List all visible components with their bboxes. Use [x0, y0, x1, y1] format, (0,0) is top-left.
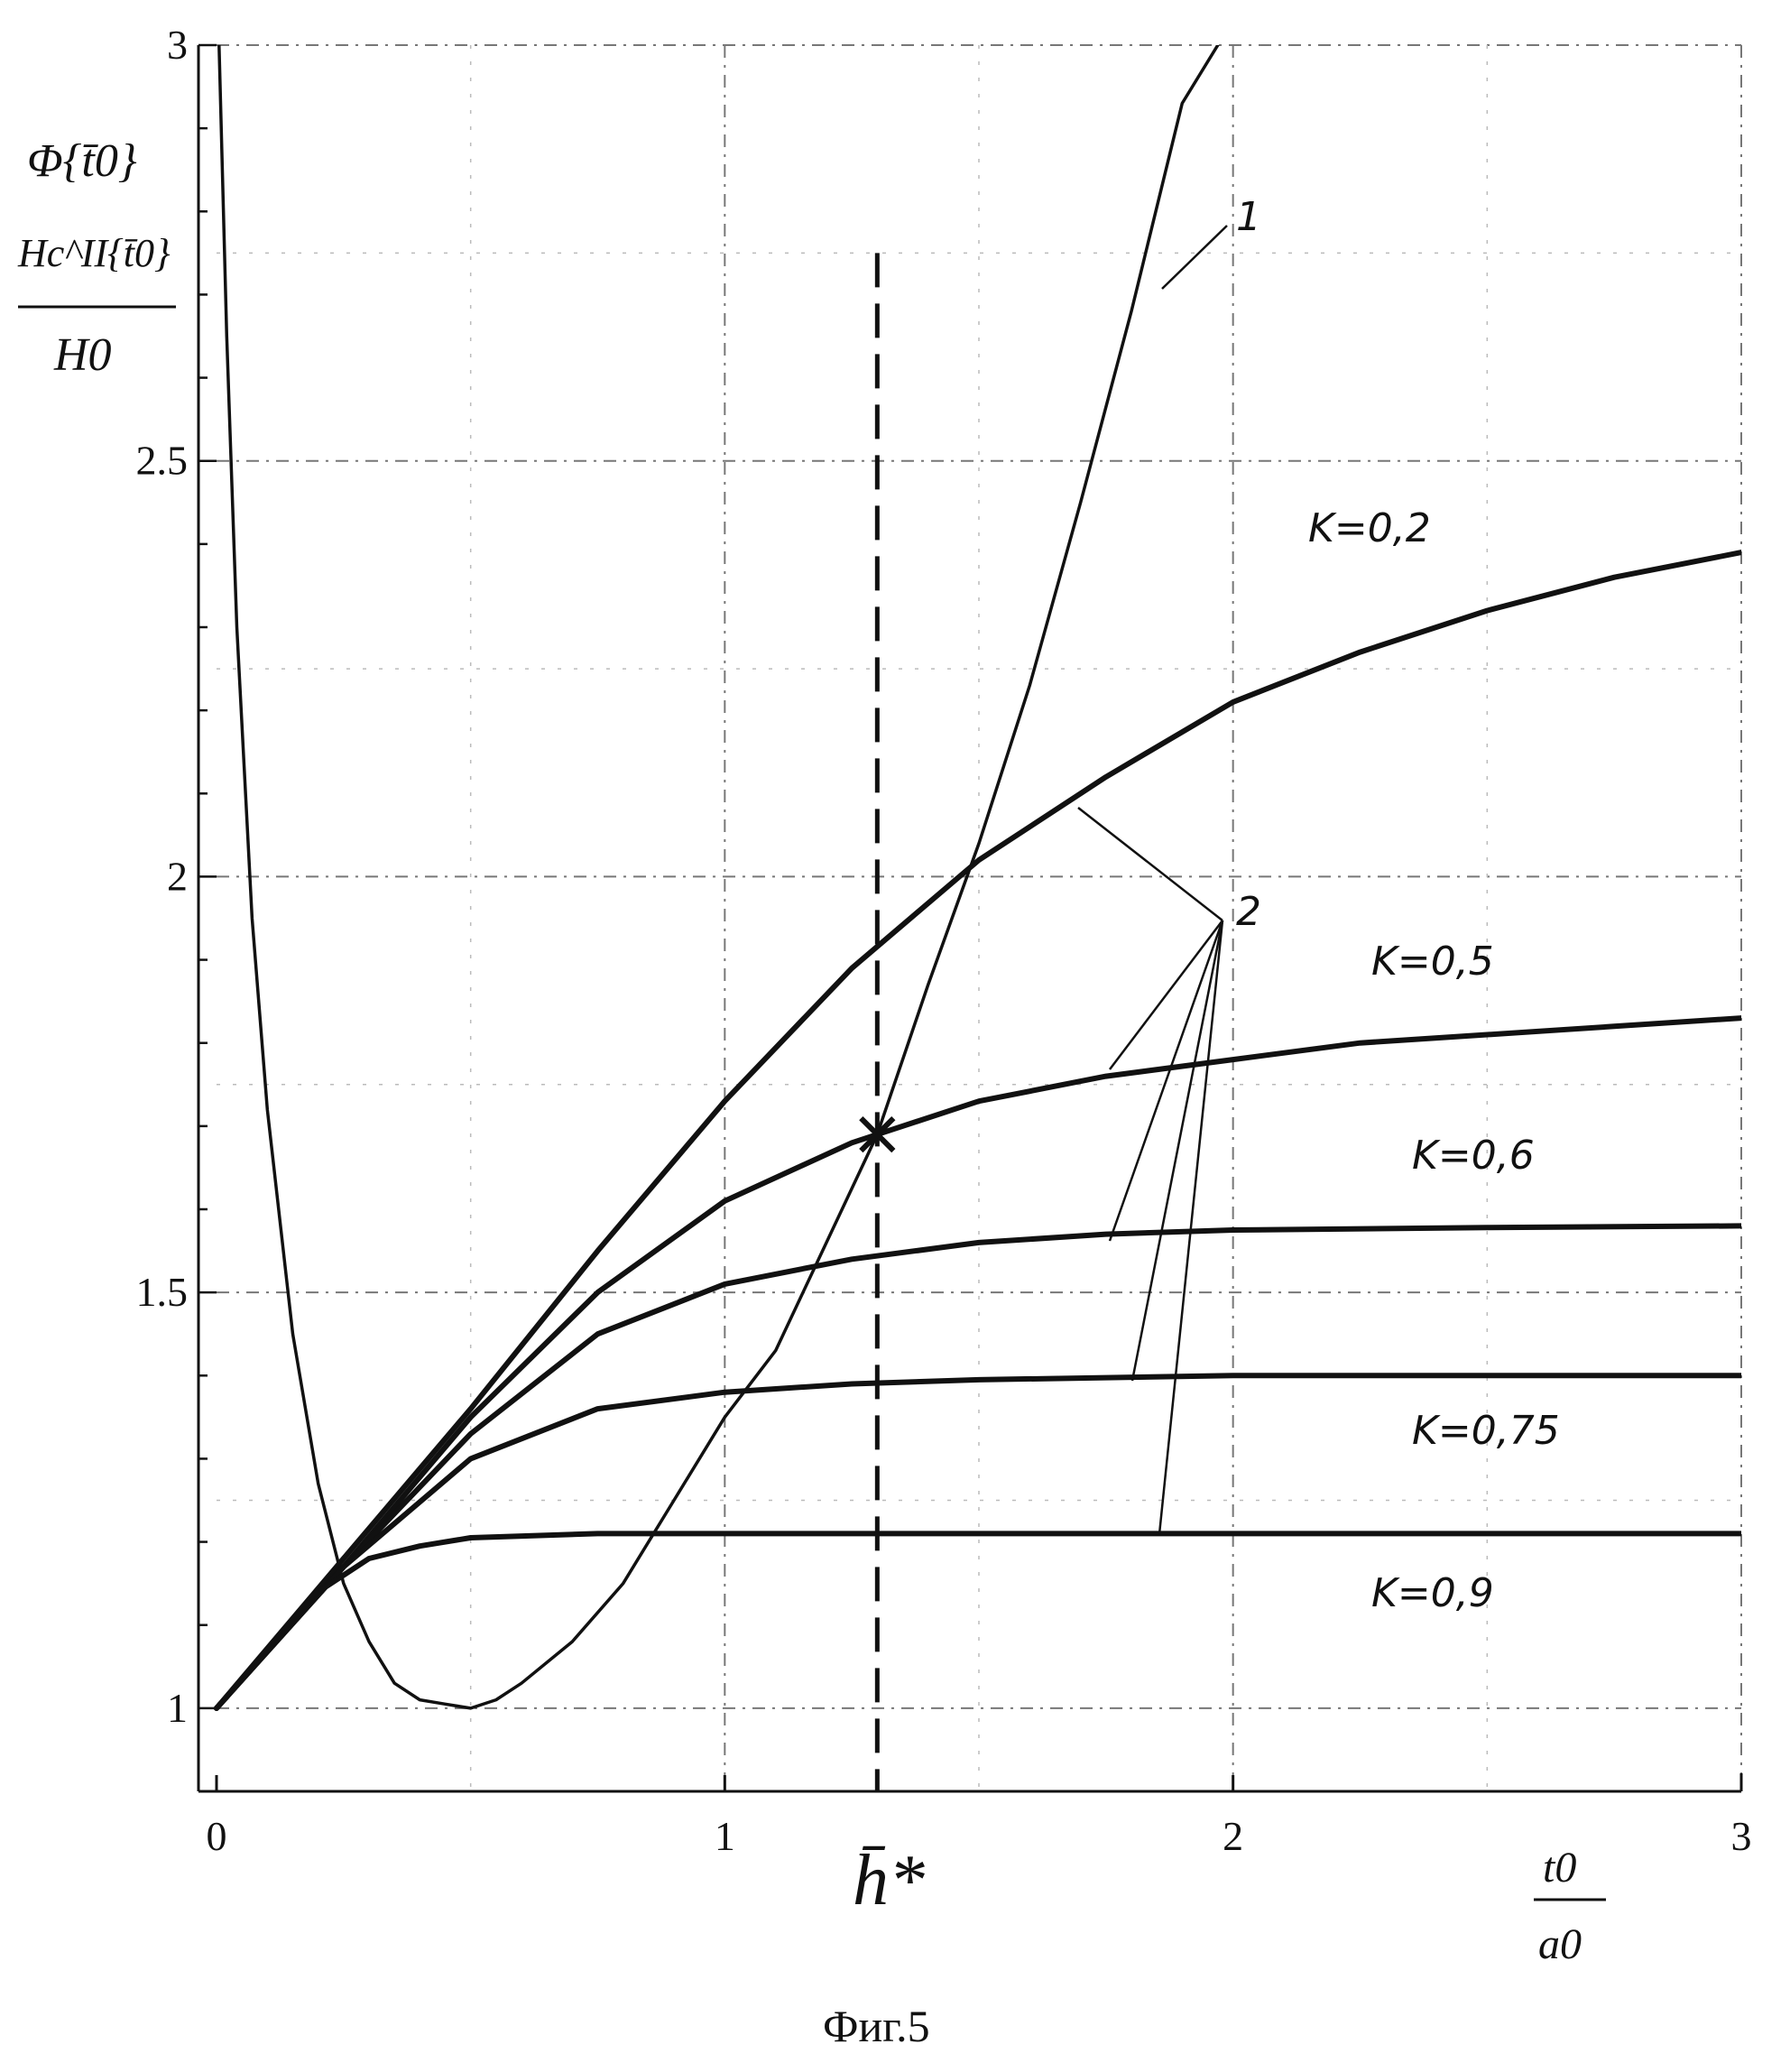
curve-label-k06: K=0,6	[1412, 1133, 1535, 1179]
y-axis-label: Φ{t̄0} Hc^II{t̄0} H0	[17, 135, 176, 381]
y-axis-label-denominator: H0	[53, 329, 112, 381]
x-axis-label-numerator: t0	[1543, 1844, 1576, 1892]
curve-label-k05: K=0,5	[1371, 939, 1494, 985]
y-tick-label: 2	[167, 853, 188, 899]
curve-label-k075: K=0,75	[1412, 1408, 1560, 1454]
curve-label-k02: K=0,2	[1308, 505, 1431, 551]
y-axis-label-numerator: Hc^II{t̄0}	[17, 231, 171, 275]
x-axis-label: t0 a0	[1534, 1844, 1606, 1968]
curve-label-k09: K=0,9	[1371, 1570, 1494, 1616]
x-axis-label-denominator: a0	[1538, 1920, 1582, 1968]
group2-leader-line	[1078, 808, 1223, 920]
x-tick-label: 1	[715, 1813, 735, 1859]
group2-leader-line	[1132, 920, 1223, 1381]
curve1-label: 1	[1236, 194, 1261, 240]
y-tick-label: 1	[167, 1685, 188, 1731]
x-tick-label: 2	[1223, 1813, 1243, 1859]
y-tick-label: 1.5	[136, 1269, 189, 1315]
y-tick-label: 3	[167, 22, 188, 68]
group2-label: 2	[1236, 889, 1261, 935]
x-tick-label: 3	[1731, 1813, 1752, 1859]
hstar-label: h̄*	[853, 1841, 925, 1920]
x-tick-label: 0	[207, 1813, 227, 1859]
curve1-leader-line	[1162, 226, 1227, 289]
figure-caption: Фиг.5	[823, 2001, 930, 2051]
group2-leader-line	[1110, 920, 1223, 1069]
y-axis-label-phi: Φ{t̄0}	[27, 135, 137, 187]
annotations: K=0,2 K=0,5 K=0,6 K=0,75 K=0,9 1 2	[861, 194, 1559, 1791]
grid-lines	[217, 45, 1741, 1791]
y-tick-label: 2.5	[136, 438, 189, 484]
